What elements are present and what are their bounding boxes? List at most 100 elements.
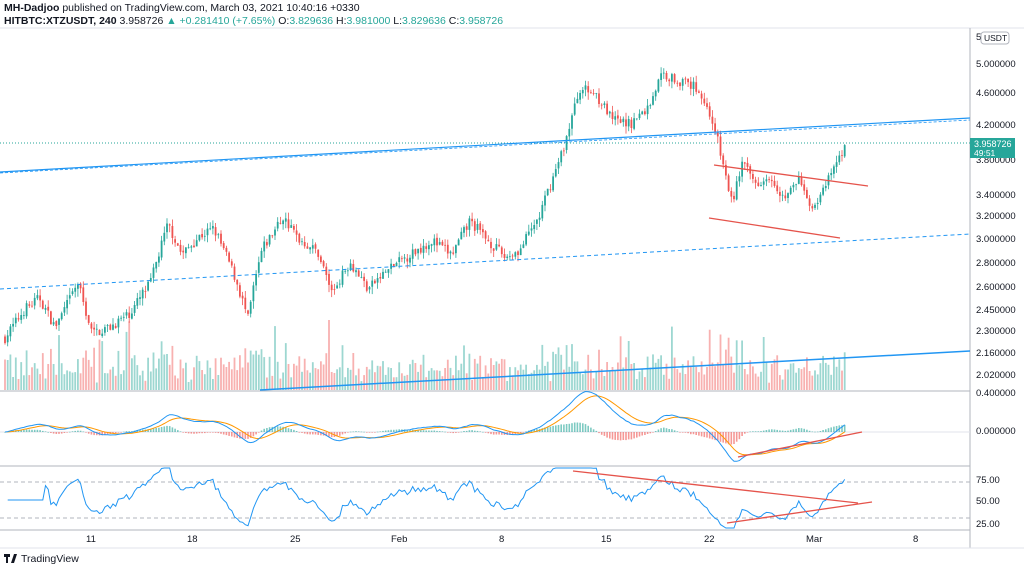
upper-channel-line[interactable] (0, 117, 971, 173)
tradingview-logo[interactable]: TradingView (4, 553, 79, 565)
macd-histogram-bar (101, 432, 103, 436)
candle-body (635, 118, 638, 120)
upper-channel-line-dashed[interactable] (0, 119, 971, 174)
volume-bar (627, 341, 630, 390)
candle-body (617, 115, 619, 119)
lower-channel-line[interactable] (0, 233, 971, 290)
candle-body (338, 283, 341, 285)
volume-bar (819, 363, 822, 390)
macd-histogram-bar (671, 429, 673, 432)
volume-bar (536, 364, 538, 390)
macd-histogram-bar (719, 432, 722, 442)
x-tick: 8 (913, 534, 918, 545)
candle-body (139, 297, 141, 299)
candle-body (82, 287, 85, 302)
macd-histogram-bar (598, 432, 600, 434)
candle-body (44, 308, 47, 310)
candle-body (122, 316, 125, 318)
candle-body (222, 243, 225, 249)
volume-bar (144, 380, 147, 390)
candle-body (6, 335, 9, 343)
candle-body (117, 318, 120, 328)
macd-histogram-bar (498, 432, 500, 435)
macd-histogram-bar (104, 432, 106, 435)
candle-body (155, 262, 158, 269)
macd-trend-line[interactable] (737, 431, 863, 458)
volume-bar (544, 365, 546, 390)
volume-bar (176, 378, 179, 390)
macd-histogram-bar (47, 432, 49, 433)
volume-bar (328, 320, 330, 390)
candle-body (233, 266, 236, 280)
volume-bar (355, 375, 357, 390)
candle-body (549, 189, 552, 191)
candle-body (719, 136, 722, 156)
price-tick: 5. (976, 32, 984, 43)
macd-histogram-bar (665, 428, 668, 432)
volume-bar (82, 357, 85, 390)
macd-histogram-bar (382, 430, 384, 432)
candle-body (90, 323, 93, 329)
macd-indicator (4, 390, 846, 462)
candle-body (212, 226, 214, 229)
macd-histogram-bar (398, 429, 400, 432)
macd-histogram-bar (787, 430, 789, 432)
macd-histogram-bar (638, 432, 641, 437)
volume-bar (803, 367, 806, 390)
macd-histogram-bar (239, 432, 241, 439)
candle-body (711, 116, 714, 124)
volume-bar (552, 351, 554, 390)
volume-bar (641, 369, 644, 390)
macd-histogram-bar (617, 432, 619, 441)
time-axis[interactable]: 11 18 25 Feb 8 15 22 Mar 8 (86, 534, 918, 545)
candle-body (797, 176, 800, 184)
volume-bar (725, 349, 727, 390)
candle-body (568, 128, 571, 137)
rsi-resistance-line[interactable] (572, 470, 859, 504)
price-axis[interactable]: 5. 5.000000 4.600000 4.200000 3.800000 3… (970, 31, 1016, 381)
volume-bar (692, 356, 695, 390)
macd-histogram-bar (609, 432, 611, 439)
macd-histogram-bar (114, 432, 117, 434)
candle-body (787, 193, 789, 198)
volume-bar (473, 358, 476, 390)
candle-body (436, 237, 438, 246)
trend-lines[interactable] (0, 117, 971, 524)
candle-body (584, 85, 587, 90)
currency-badge[interactable] (980, 31, 1010, 45)
macd-histogram-bar (646, 432, 649, 434)
volume-bar (85, 350, 87, 390)
candle-body (473, 221, 476, 231)
macd-histogram-bar (738, 432, 741, 440)
price-tick: 2.800000 (976, 258, 1016, 269)
candle-body (403, 257, 406, 259)
candle-body (800, 177, 803, 186)
macd-histogram-bar (692, 432, 695, 435)
candle-body (4, 336, 6, 344)
macd-histogram-bar (390, 429, 392, 432)
volume-bar (185, 362, 187, 390)
volume-bar (33, 363, 36, 390)
macd-histogram-bar (28, 429, 31, 432)
volume-bar (563, 369, 565, 390)
rsi-support-line[interactable] (726, 501, 873, 524)
volume-bar (139, 375, 141, 390)
flag-lower-line[interactable] (708, 217, 841, 239)
flag-upper-line[interactable] (713, 164, 869, 187)
candle-body (392, 264, 395, 267)
candle-body (662, 72, 665, 74)
macd-histogram-bar (827, 428, 830, 432)
candle-body (587, 86, 590, 93)
macd-histogram-bar (811, 431, 814, 433)
volume-bar (41, 353, 44, 390)
volume-bar (163, 354, 166, 390)
macd-histogram-bar (595, 430, 598, 432)
macd-histogram-bar (260, 430, 263, 432)
volume-trend-line[interactable] (259, 350, 971, 391)
candle-body (738, 176, 741, 182)
candle-body (430, 244, 433, 246)
macd-histogram-bar (249, 432, 252, 438)
candle-body (374, 280, 376, 284)
volume-bar (649, 367, 652, 390)
